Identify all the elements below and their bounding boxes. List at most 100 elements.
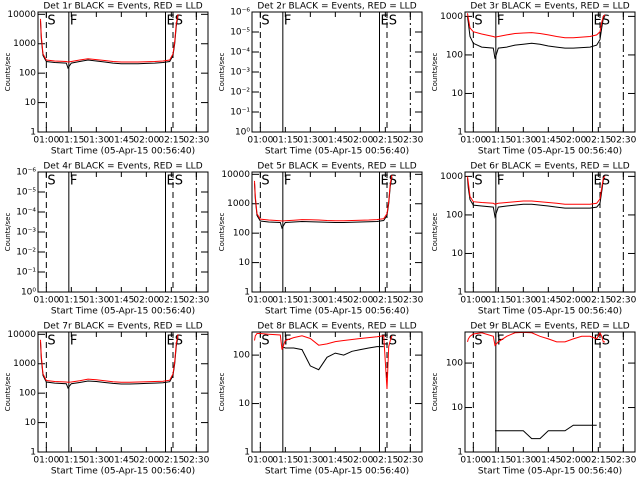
plot-frame [251,331,423,453]
chart-title: Det 7r BLACK = Events, RED = LLD [43,322,202,332]
x-tick-label: 01:45 [322,456,348,466]
y-tick-label: 1 [457,128,463,138]
x-tick-label: 02:30 [610,456,636,466]
chart-title: Det 1r BLACK = Events, RED = LLD [43,2,202,12]
series-line [254,177,393,230]
x-tick-label: 01:00 [33,296,59,306]
series-line [467,332,605,347]
x-tick-label: 02:00 [560,296,586,306]
y-tick-label: 10⁰ [235,128,250,138]
x-tick-label: 02:30 [183,136,209,146]
x-axis-label: Start Time (05-Apr-15 00:56:40) [265,307,409,317]
series-line [40,15,179,70]
x-axis-label: Start Time (05-Apr-15 00:56:40) [478,307,622,317]
y-tick-label: 1000 [227,199,250,209]
x-tick-label: 01:00 [33,136,59,146]
x-tick-label: 02:00 [347,296,373,306]
x-tick-label: 01:00 [247,296,273,306]
marker-label: S [261,14,269,29]
x-tick-label: 02:00 [133,136,159,146]
marker-label: F [497,14,504,29]
plot-frame [464,171,636,293]
plot-frame [464,331,636,453]
series-line [467,16,606,59]
x-tick-label: 01:15 [58,456,84,466]
y-tick-label: 10⁻¹ [230,108,250,118]
plot-frame [37,171,209,293]
panel: Det 5r BLACK = Events, RED = LLD Start Ti… [218,162,424,317]
series-line [467,13,606,39]
x-tick-label: 01:00 [460,136,486,146]
y-tick-label: 1 [457,448,463,458]
panel: Det 9r BLACK = Events, RED = LLD Start Ti… [431,322,637,477]
x-tick-label: 01:00 [460,296,486,306]
y-axis-label: Counts/sec [4,373,12,412]
marker-label: ES [167,174,183,189]
x-tick-label: 01:15 [58,136,84,146]
x-tick-label: 01:45 [535,456,561,466]
x-axis-label: Start Time (05-Apr-15 00:56:40) [51,307,195,317]
plot-frame [464,11,636,133]
x-tick-label: 01:15 [485,456,511,466]
x-tick-label: 01:45 [108,456,134,466]
series-line [254,174,393,222]
marker-label: F [284,14,291,29]
y-tick-label: 10⁻⁵ [16,188,36,198]
marker-label: ES [381,174,397,189]
y-tick-label: 10 [25,418,37,428]
panel: Det 3r BLACK = Events, RED = LLD Start Ti… [431,2,637,157]
panel: Det 6r BLACK = Events, RED = LLD Start Ti… [431,162,637,317]
series-line [495,424,597,440]
x-axis-label: Start Time (05-Apr-15 00:56:40) [265,467,409,477]
series-line [467,177,606,219]
panel: Det 1r BLACK = Events, RED = LLD Start Ti… [4,2,210,157]
x-tick-label: 01:45 [535,136,561,146]
chart-title: Det 9r BLACK = Events, RED = LLD [470,322,629,332]
panel: Det 2r BLACK = Events, RED = LLD Start Ti… [218,2,424,157]
y-tick-label: 10 [239,399,251,409]
marker-label: S [47,14,55,29]
marker-label: F [70,14,77,29]
x-tick-label: 02:00 [347,456,373,466]
x-tick-label: 01:30 [510,296,536,306]
x-tick-label: 01:15 [58,296,84,306]
y-tick-label: 1 [244,448,250,458]
x-tick-label: 01:15 [272,136,298,146]
y-tick-label: 10 [452,249,464,259]
x-tick-label: 02:15 [585,296,611,306]
x-tick-label: 02:15 [158,136,184,146]
chart-title: Det 6r BLACK = Events, RED = LLD [470,162,629,172]
x-tick-label: 02:00 [133,456,159,466]
x-tick-label: 02:30 [183,456,209,466]
x-tick-label: 01:15 [485,296,511,306]
x-tick-label: 02:30 [397,456,423,466]
x-tick-label: 02:15 [158,456,184,466]
marker-label: ES [167,14,183,29]
marker-label: ES [594,174,610,189]
y-tick-label: 10⁻³ [230,68,250,78]
x-tick-label: 02:00 [133,296,159,306]
chart-title: Det 3r BLACK = Events, RED = LLD [470,2,629,12]
panel: Det 7r BLACK = Events, RED = LLD Start Ti… [4,322,210,477]
x-tick-label: 01:45 [535,296,561,306]
x-tick-label: 01:15 [272,296,298,306]
x-axis-label: Start Time (05-Apr-15 00:56:40) [265,147,409,157]
y-axis-label: Counts/sec [4,53,12,92]
x-tick-label: 02:15 [372,136,398,146]
x-tick-label: 01:15 [485,136,511,146]
y-tick-label: 100 [446,50,463,60]
y-tick-label: 10⁻⁶ [16,168,36,178]
x-tick-label: 01:00 [247,136,273,146]
x-tick-label: 01:45 [108,136,134,146]
chart-title: Det 4r BLACK = Events, RED = LLD [43,162,202,172]
y-axis-label: Counts/sec [4,213,12,252]
y-tick-label: 1000 [440,172,463,182]
series-line [467,176,606,205]
y-axis-label: Counts/sec [431,373,439,412]
plot-frame [37,11,209,133]
marker-label: F [284,334,291,349]
y-tick-label: 1000 [13,39,36,49]
x-tick-label: 01:30 [510,456,536,466]
y-tick-label: 1 [30,448,36,458]
